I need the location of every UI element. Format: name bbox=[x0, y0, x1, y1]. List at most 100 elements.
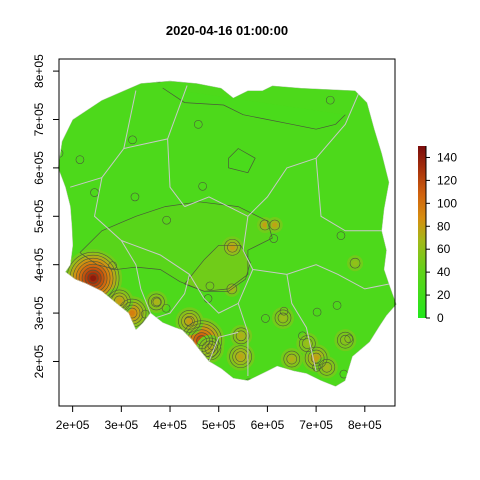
x-tick-label: 7e+05 bbox=[299, 418, 333, 432]
hotspot-fill-8-3 bbox=[324, 364, 330, 371]
local-contour-4 bbox=[128, 135, 137, 145]
hotspot-contour-8-1 bbox=[321, 361, 333, 373]
local-contour-5 bbox=[130, 192, 140, 202]
hotspot-contour-6-3 bbox=[229, 345, 252, 368]
hotspot-contour-1-1 bbox=[196, 335, 207, 346]
hotspot-contour-4-2 bbox=[181, 313, 198, 330]
hotspot-fill-6-4 bbox=[237, 353, 244, 360]
contour-line-2 bbox=[162, 87, 346, 130]
hotspot-fill-0-9 bbox=[90, 275, 96, 282]
x-tick-label: 2e+05 bbox=[56, 418, 90, 432]
local-contour-25 bbox=[332, 301, 342, 310]
x-tick-label: 8e+05 bbox=[348, 418, 382, 432]
hotspot-fill-4-4 bbox=[186, 318, 193, 325]
region-border-10 bbox=[203, 269, 254, 314]
hotspot-contour-5-1 bbox=[204, 343, 216, 355]
hotspot-contour-8-2 bbox=[318, 358, 336, 376]
local-contour-23 bbox=[336, 231, 346, 240]
colorbar-tick-label: 120 bbox=[437, 173, 457, 187]
local-contour-17 bbox=[198, 181, 207, 191]
contour-line-0 bbox=[79, 201, 273, 292]
x-tick-label: 4e+05 bbox=[153, 418, 187, 432]
contour-line-1 bbox=[184, 244, 251, 292]
region-border-14 bbox=[208, 331, 239, 362]
x-axis: 2e+05 3e+05 4e+05 5e+05 6e+05 7e+05 8e+05 bbox=[56, 405, 382, 432]
hotspot-contour-6-2 bbox=[232, 348, 249, 365]
contour-layer bbox=[58, 80, 361, 387]
hotspot-fill-17-2 bbox=[272, 222, 278, 228]
colorbar-tick-label: 140 bbox=[437, 150, 457, 164]
hotspot-contour-4-3 bbox=[178, 310, 201, 333]
local-contour-29 bbox=[279, 306, 289, 316]
hotspot-contour-10-2 bbox=[232, 327, 250, 345]
hotspot-fill-10-3 bbox=[238, 333, 244, 339]
y-tick-label: 8e+05 bbox=[32, 54, 46, 88]
x-tick-label: 5e+05 bbox=[202, 418, 236, 432]
local-contour-24 bbox=[344, 334, 354, 344]
colorbar-gradient bbox=[418, 146, 426, 318]
region-border-6 bbox=[252, 264, 390, 290]
local-contour-16 bbox=[193, 120, 203, 129]
local-contour-20 bbox=[298, 331, 307, 341]
region-border-8 bbox=[315, 158, 385, 232]
region-border-9 bbox=[121, 240, 205, 299]
local-contour-11 bbox=[176, 80, 186, 82]
local-contour-10 bbox=[162, 215, 171, 225]
hotspot-contour-9-2 bbox=[224, 238, 241, 256]
region-border-2 bbox=[167, 138, 185, 207]
hotspot-fill-3-4 bbox=[116, 298, 123, 304]
y-tick-label: 3e+05 bbox=[32, 296, 46, 330]
region-border-13 bbox=[237, 303, 249, 376]
colorbar-tick-label: 80 bbox=[437, 219, 451, 233]
hotspot-fill-19-3 bbox=[153, 299, 160, 305]
region-border-3 bbox=[93, 177, 137, 265]
hotspot-contour-0-2 bbox=[84, 269, 102, 287]
hotspot-contour-11-1 bbox=[286, 353, 298, 365]
region-border-11 bbox=[155, 274, 190, 319]
local-contour-19 bbox=[269, 234, 279, 243]
hotspot-contour-9-1 bbox=[227, 241, 238, 253]
local-contour-26 bbox=[312, 307, 322, 317]
hotspot-contour-17-1 bbox=[269, 219, 281, 231]
hotspot-contour-12-1 bbox=[277, 312, 289, 324]
hotspot-fill-13-3 bbox=[304, 340, 311, 347]
chart-title: 2020-04-16 01:00:00 bbox=[166, 23, 288, 38]
y-tick-label: 4e+05 bbox=[32, 248, 46, 282]
colorbar-tick-label: 40 bbox=[437, 265, 451, 279]
hotspot-contour-5-2 bbox=[201, 340, 219, 358]
hotspot-contour-19-1 bbox=[151, 296, 162, 308]
hotspot-contour-6-1 bbox=[235, 351, 246, 362]
local-contour-9 bbox=[154, 80, 163, 83]
local-contour-8 bbox=[152, 297, 162, 307]
y-tick-label: 2e+05 bbox=[32, 344, 46, 378]
region-border-7 bbox=[315, 90, 361, 159]
region-border-15 bbox=[135, 264, 151, 314]
hotspot-fill-11-3 bbox=[288, 356, 295, 362]
local-contour-22 bbox=[325, 95, 335, 105]
hotspot-contour-19-2 bbox=[148, 293, 165, 311]
hotspot-contour-18-1 bbox=[226, 283, 238, 295]
y-axis: 2e+05 3e+05 4e+05 5e+05 6e+05 7e+05 8e+05 bbox=[32, 54, 60, 378]
y-tick-label: 6e+05 bbox=[32, 151, 46, 185]
local-contour-7 bbox=[140, 309, 150, 319]
region-border-5 bbox=[242, 216, 254, 270]
hotspot-contour-13-1 bbox=[302, 338, 313, 349]
hotspot-fill-9-3 bbox=[229, 244, 236, 251]
hotspot-fill-7-4 bbox=[313, 355, 319, 361]
hotspot-fill-16-2 bbox=[262, 222, 268, 228]
y-tick-label: 7e+05 bbox=[32, 102, 46, 136]
map-layer bbox=[58, 80, 397, 387]
hotspot-fill-2-5 bbox=[129, 310, 135, 316]
hotspot-contour-10-1 bbox=[235, 330, 247, 342]
hotspot-contour-12-2 bbox=[274, 309, 292, 327]
colorbar-tick-label: 20 bbox=[437, 288, 451, 302]
colorbar-tick-label: 100 bbox=[437, 196, 457, 210]
x-tick-label: 6e+05 bbox=[251, 418, 285, 432]
local-contour-18 bbox=[261, 314, 270, 323]
region-border-0 bbox=[70, 90, 137, 188]
local-contour-14 bbox=[205, 281, 215, 291]
hotspot-contour-11-2 bbox=[283, 350, 301, 368]
hotspot-contour-7-2 bbox=[307, 349, 325, 367]
local-contour-6 bbox=[161, 303, 171, 313]
hotspot-fill-14-3 bbox=[342, 337, 349, 343]
